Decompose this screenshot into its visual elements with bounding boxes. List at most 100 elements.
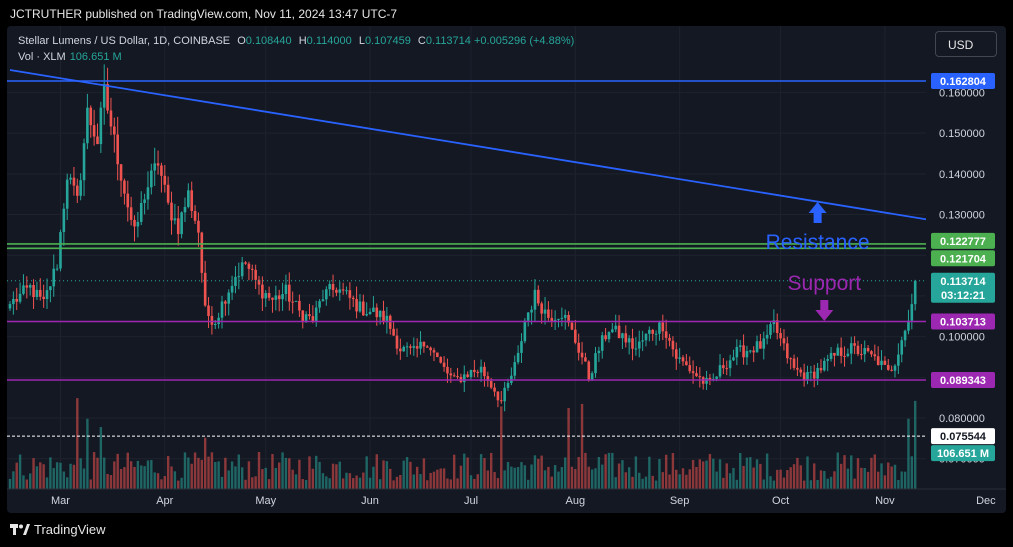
candle <box>597 346 601 362</box>
volume-bar <box>325 476 328 489</box>
candle-body <box>664 331 668 338</box>
candle-body <box>176 218 180 235</box>
chart-panel[interactable]: Resistance Support 0.160000 0.150000 0.14000… <box>7 26 1006 513</box>
volume-bar <box>190 463 193 489</box>
candle <box>762 331 766 360</box>
tag-volume: 106.651 M <box>931 445 995 462</box>
candle-body <box>446 366 449 374</box>
candle-body <box>779 333 782 339</box>
volume-bar <box>792 464 796 489</box>
volume-bar <box>331 463 335 489</box>
volume-legend-value: 106.651 M <box>69 51 122 63</box>
currency-button[interactable]: USD <box>935 31 997 57</box>
volume-legend-label[interactable]: Vol · XLM <box>18 51 66 63</box>
volume-bar <box>224 457 227 489</box>
tag-support-upper-box <box>931 313 995 330</box>
candle <box>183 197 187 222</box>
candle-body <box>254 269 257 280</box>
volume-bar <box>368 477 372 489</box>
volume-bar <box>264 467 267 489</box>
candle-body <box>25 285 29 288</box>
candle <box>355 286 358 319</box>
candle-body <box>762 338 766 349</box>
legend-close-label: C <box>417 35 426 47</box>
candle-body <box>96 136 99 145</box>
volume-bar <box>35 466 39 489</box>
volume-bar <box>399 474 402 489</box>
volume-bar <box>375 454 378 489</box>
volume-bar <box>876 471 880 489</box>
candle-body <box>425 346 429 348</box>
volume-bar <box>611 452 614 489</box>
volume-bar <box>732 467 735 489</box>
tradingview-logo[interactable]: TradingView <box>10 522 106 537</box>
candle <box>617 315 621 339</box>
candle <box>584 352 587 362</box>
volume-bar <box>466 457 469 489</box>
candle <box>240 257 244 280</box>
candle-body <box>913 280 917 305</box>
volume-bar <box>846 468 850 489</box>
candle <box>732 349 735 362</box>
candle <box>755 335 759 353</box>
candle <box>735 339 739 366</box>
candle <box>294 300 298 302</box>
volume-bar <box>826 478 829 489</box>
candle <box>139 191 143 226</box>
candle-body <box>325 289 328 300</box>
volume-bar <box>799 465 802 489</box>
volume-bar <box>200 459 204 489</box>
candle <box>22 274 25 296</box>
candle-body <box>392 328 395 336</box>
volume-bar <box>644 476 648 489</box>
candle-body <box>624 333 628 343</box>
candle-body <box>281 294 284 300</box>
candle <box>513 355 517 380</box>
volume-bar <box>695 466 698 489</box>
candle <box>526 311 530 327</box>
volume-bar <box>809 480 813 489</box>
candle-body <box>119 164 123 181</box>
candle-body <box>853 343 856 346</box>
candle <box>257 275 261 295</box>
candle-body <box>442 362 446 367</box>
candle-body <box>691 371 695 374</box>
candle-body <box>557 318 560 320</box>
candle-body <box>163 175 167 185</box>
candle <box>8 301 12 311</box>
candle-body <box>563 314 567 318</box>
volume-bar <box>557 471 560 489</box>
grid <box>7 26 987 489</box>
candle <box>405 342 409 357</box>
volume-bar <box>516 467 520 489</box>
candle <box>102 64 106 125</box>
candle <box>55 264 59 272</box>
candle-body <box>698 376 702 378</box>
candle-body <box>718 365 722 377</box>
time-axis: Mar Apr May Jun Jul Aug Sep Oct Nov Dec <box>7 488 1006 507</box>
legend-symbol[interactable]: Stellar Lumens / US Dollar, 1D, COINBASE <box>18 35 231 47</box>
candle <box>200 231 204 283</box>
volume-bar <box>341 478 345 489</box>
volume-bar <box>510 466 513 489</box>
chart-svg[interactable]: Resistance Support 0.160000 0.150000 0.14000… <box>7 26 1006 513</box>
candle <box>25 276 29 299</box>
candle <box>563 309 567 330</box>
candle-body <box>267 293 271 298</box>
candle-body <box>503 387 506 402</box>
candle <box>870 350 873 358</box>
volume-bar <box>762 479 765 489</box>
candle-body <box>69 177 72 180</box>
candle-body <box>678 357 681 359</box>
tag-current-price-text: 0.113714 <box>940 276 986 288</box>
candle <box>668 333 671 347</box>
volume-bar <box>183 452 187 489</box>
candle <box>880 350 883 371</box>
volume-bar <box>570 466 574 489</box>
candle-body <box>759 341 762 349</box>
candle-body <box>668 337 671 341</box>
candle-body <box>422 341 426 347</box>
candle-body <box>876 356 880 366</box>
candle <box>274 285 278 311</box>
volume-bar <box>527 479 530 489</box>
